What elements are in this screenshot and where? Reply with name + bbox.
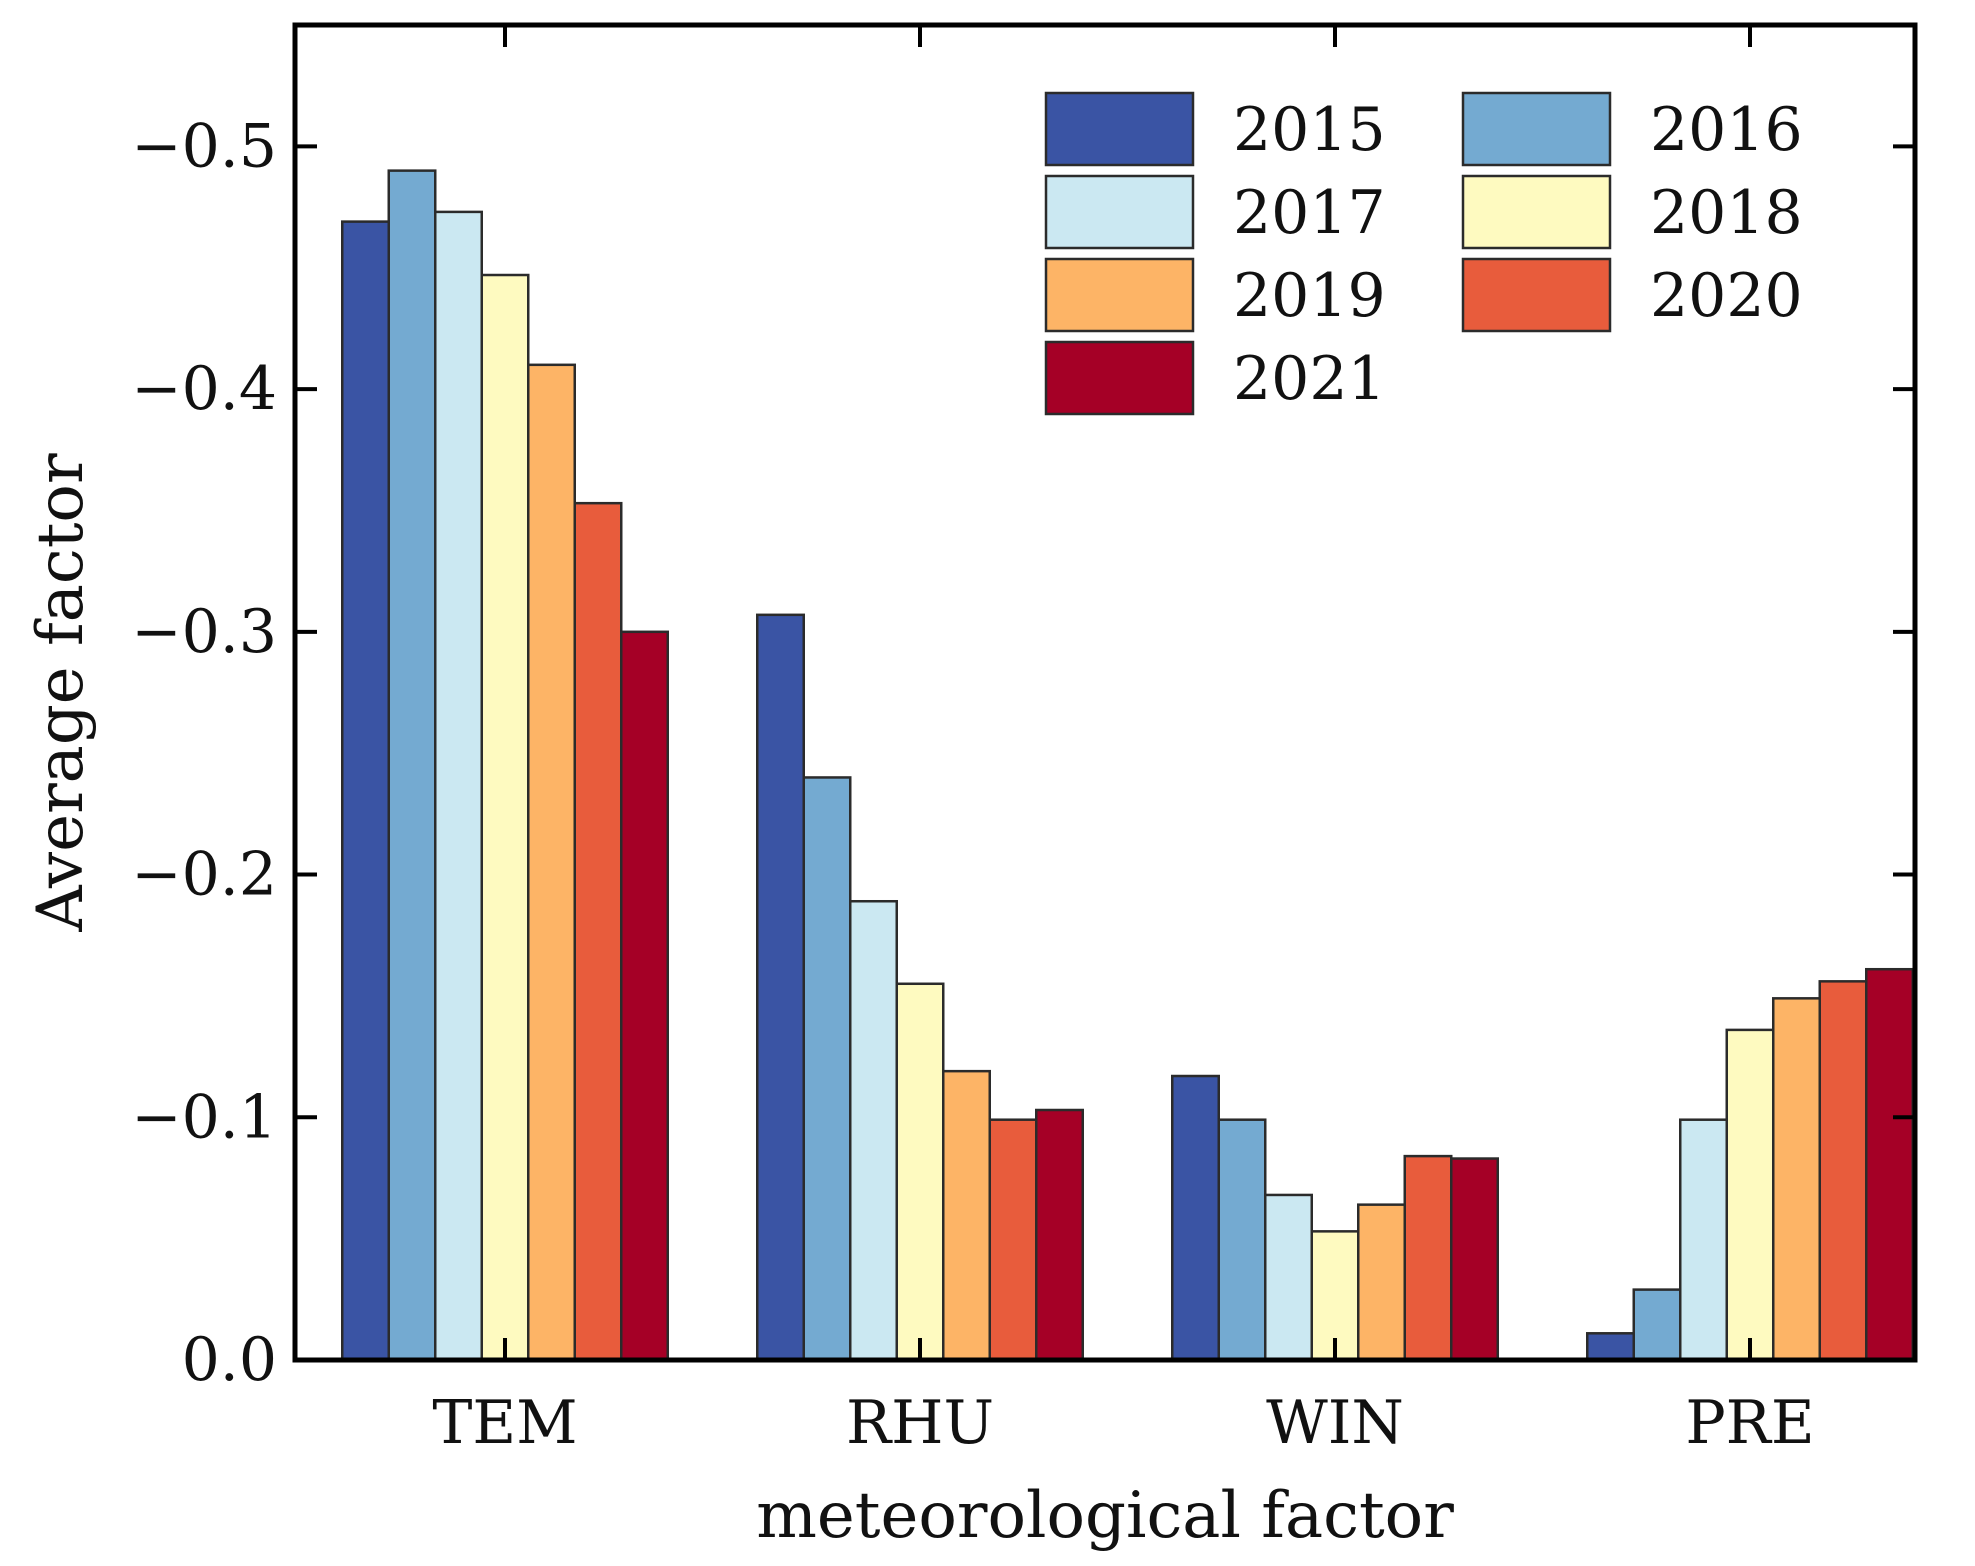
legend-label-2019: 2019	[1233, 261, 1386, 331]
bar-pre-2021	[1865, 967, 1914, 1362]
y-tick-label: −0.3	[131, 597, 277, 667]
bar-tem-2016	[387, 169, 437, 1362]
legend-swatch-2019	[1044, 257, 1195, 333]
bars-group	[341, 169, 1914, 1362]
legend-swatch-2021	[1044, 340, 1195, 416]
x-tick-label-rhu: RHU	[846, 1388, 994, 1458]
plot-frame	[292, 22, 1918, 1363]
x-axis-label: meteorological factor	[756, 1479, 1454, 1553]
bar-tem-2018	[480, 273, 530, 1362]
y-axis: 0.0 −0.1 −0.2 −0.3 −0.4 −0.5	[131, 111, 1915, 1395]
bar-pre-2019	[1772, 997, 1821, 1362]
bar-tem-2017	[434, 210, 483, 1362]
legend: 2015 2016 2017 2018 2019 2020 2021	[1044, 91, 1803, 416]
bar-rhu-2019	[942, 1069, 991, 1362]
bar-pre-2016	[1632, 1288, 1682, 1362]
bar-rhu-2017	[849, 899, 898, 1362]
bar-tem-2019	[527, 363, 576, 1362]
legend-swatch-2020	[1461, 257, 1612, 333]
bar-rhu-2018	[895, 982, 945, 1362]
x-tick-label-pre: PRE	[1685, 1388, 1814, 1458]
legend-label-2016: 2016	[1650, 95, 1803, 165]
legend-swatch-2016	[1461, 91, 1612, 167]
x-tick-label-win: WIN	[1266, 1388, 1404, 1458]
bar-rhu-2015	[756, 613, 805, 1362]
legend-label-2017: 2017	[1233, 178, 1386, 248]
bar-pre-2017	[1679, 1118, 1728, 1362]
x-axis: TEM RHU WIN PRE	[432, 25, 1815, 1458]
y-axis-label: Average factor	[24, 453, 98, 933]
bar-win-2020	[1403, 1154, 1453, 1362]
y-tick-label: −0.2	[131, 840, 277, 910]
bar-win-2015	[1171, 1074, 1220, 1362]
bar-pre-2018	[1725, 1028, 1775, 1362]
legend-swatch-2017	[1044, 174, 1195, 250]
legend-label-2018: 2018	[1650, 178, 1803, 248]
bar-win-2016	[1217, 1118, 1267, 1362]
bar-win-2017	[1264, 1193, 1313, 1362]
y-tick-label: 0.0	[182, 1325, 277, 1395]
y-tick-label: −0.5	[131, 111, 277, 181]
legend-label-2021: 2021	[1233, 344, 1386, 414]
bar-win-2019	[1357, 1203, 1406, 1362]
y-tick-label: −0.1	[131, 1082, 277, 1152]
bar-pre-2015	[1586, 1332, 1635, 1362]
bar-rhu-2016	[802, 776, 852, 1362]
y-tick-label: −0.4	[131, 354, 277, 424]
bar-rhu-2020	[988, 1118, 1038, 1362]
bar-rhu-2021	[1035, 1108, 1084, 1362]
bar-tem-2020	[573, 501, 623, 1362]
bar-pre-2020	[1818, 980, 1868, 1362]
bar-tem-2015	[341, 220, 390, 1362]
legend-swatch-2015	[1044, 91, 1195, 167]
bar-win-2021	[1450, 1157, 1499, 1362]
legend-label-2020: 2020	[1650, 261, 1803, 331]
bar-tem-2021	[620, 630, 669, 1362]
legend-label-2015: 2015	[1233, 95, 1386, 165]
x-tick-label-tem: TEM	[432, 1388, 577, 1458]
legend-swatch-2018	[1461, 174, 1612, 250]
